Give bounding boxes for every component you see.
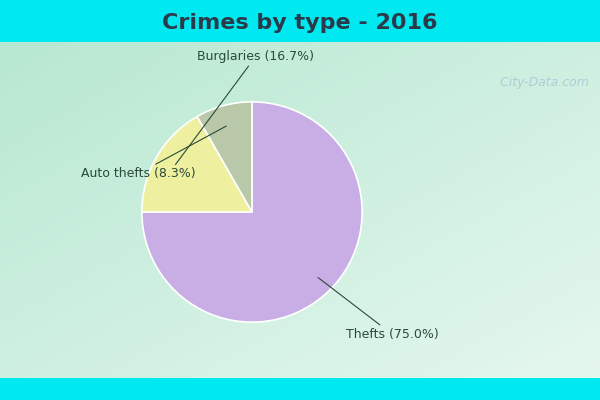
- Text: Crimes by type - 2016: Crimes by type - 2016: [162, 13, 438, 33]
- Wedge shape: [142, 102, 362, 322]
- Text: Thefts (75.0%): Thefts (75.0%): [318, 278, 439, 341]
- Text: City-Data.com: City-Data.com: [492, 76, 589, 89]
- Wedge shape: [142, 116, 252, 212]
- Wedge shape: [197, 102, 252, 212]
- Text: Burglaries (16.7%): Burglaries (16.7%): [175, 50, 314, 164]
- Text: Auto thefts (8.3%): Auto thefts (8.3%): [81, 126, 226, 180]
